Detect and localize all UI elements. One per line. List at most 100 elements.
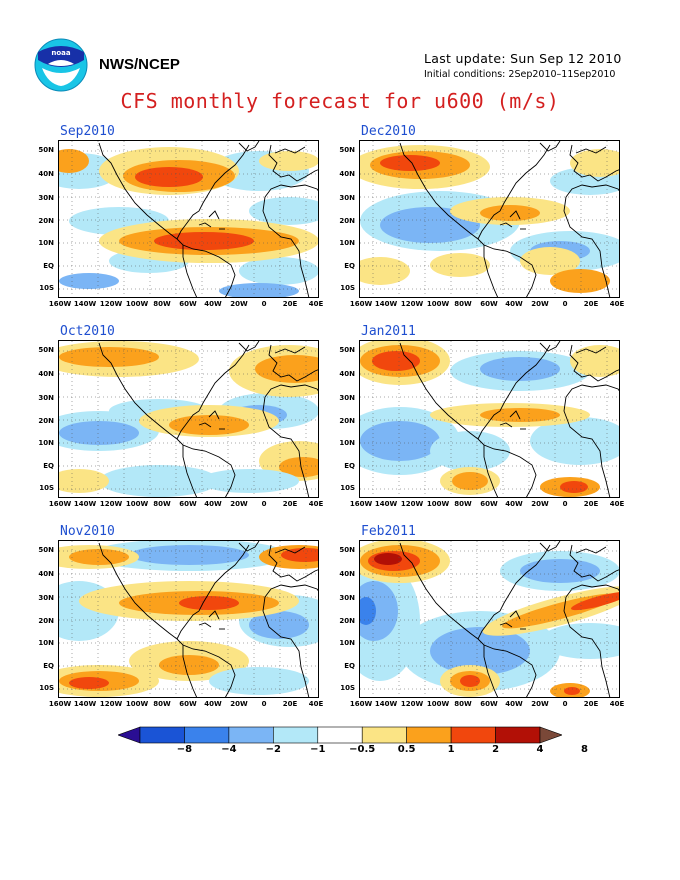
colorbar-box (273, 726, 319, 744)
latitude-label: 30N (38, 594, 54, 602)
longitude-label: 20W (230, 700, 248, 708)
longitude-label: 40W (505, 300, 523, 308)
forecast-map (359, 140, 620, 298)
longitude-label: 20E (282, 700, 298, 708)
panel-title: Jan2011 (361, 324, 416, 339)
latitude-label: 50N (38, 546, 54, 554)
longitude-label: 20W (531, 300, 549, 308)
page-title: CFS monthly forecast for u600 (m/s) (120, 89, 560, 113)
longitude-label: 60W (480, 300, 498, 308)
colorbar-label: 0.5 (397, 744, 416, 755)
colorbar-box (495, 726, 541, 744)
forecast-map (359, 340, 620, 498)
latitude-label: 20N (339, 617, 355, 625)
colorbar-label: −0.5 (349, 744, 376, 755)
coastlines (98, 141, 318, 297)
longitude-label: 140W (73, 300, 97, 308)
coastlines (98, 541, 318, 697)
longitude-label: 0 (261, 500, 267, 508)
longitude-label: 160W (349, 300, 373, 308)
anomaly-field (59, 147, 318, 297)
longitude-label: 20E (583, 500, 599, 508)
latitude-label: 30N (339, 194, 355, 202)
longitude-label: 140W (374, 700, 398, 708)
colorbar-box (317, 726, 363, 744)
longitude-label: 120W (99, 500, 123, 508)
latitude-label: 40N (38, 370, 54, 378)
initial-conditions-text: Initial conditions: 2Sep2010–11Sep2010 (424, 69, 616, 80)
colorbar-label: −1 (310, 744, 326, 755)
longitude-label: 20W (531, 700, 549, 708)
colorbar-extend-min (118, 726, 141, 744)
latitude-label: 30N (339, 594, 355, 602)
latitude-label: 10N (38, 239, 54, 247)
colorbar-box (139, 726, 185, 744)
longitude-label: 160W (349, 700, 373, 708)
latitude-label: 10S (39, 484, 54, 492)
latitude-label: EQ (43, 262, 54, 270)
forecast-map (359, 540, 620, 698)
latitude-label: EQ (43, 462, 54, 470)
longitude-label: 100W (125, 500, 149, 508)
longitude-label: 140W (374, 500, 398, 508)
latitude-label: 40N (339, 570, 355, 578)
longitude-label: 60W (179, 500, 197, 508)
panel-title: Sep2010 (60, 124, 115, 139)
longitude-label: 40W (204, 300, 222, 308)
colorbar-label: −8 (176, 744, 193, 755)
longitude-label: 80W (454, 700, 472, 708)
organization-label: NWS/NCEP (99, 56, 180, 73)
latitude-label: EQ (344, 262, 355, 270)
colorbar-label: −4 (221, 744, 237, 755)
longitude-label: 120W (400, 300, 424, 308)
longitude-label: 120W (99, 700, 123, 708)
longitude-label: 0 (562, 500, 568, 508)
panel-title: Feb2011 (361, 524, 416, 539)
latitude-label: EQ (344, 462, 355, 470)
latitude-label: 50N (38, 346, 54, 354)
panel-title: Oct2010 (60, 324, 115, 339)
longitude-label: 40W (505, 500, 523, 508)
anomaly-field (360, 145, 619, 293)
longitude-label: 160W (349, 500, 373, 508)
latitude-label: 10S (340, 484, 355, 492)
longitude-label: 0 (261, 700, 267, 708)
longitude-label: 120W (400, 500, 424, 508)
longitude-label: 40W (204, 500, 222, 508)
latitude-label: 30N (339, 394, 355, 402)
colorbar-label: 2 (492, 744, 500, 755)
latitude-label: 10N (339, 239, 355, 247)
latitude-label: 40N (38, 570, 54, 578)
latitude-label: 10N (339, 439, 355, 447)
colorbar (118, 726, 562, 744)
longitude-label: 120W (400, 700, 424, 708)
colorbar-box (361, 726, 407, 744)
coastlines (98, 341, 318, 497)
longitude-label: 140W (374, 300, 398, 308)
longitude-label: 40E (308, 500, 324, 508)
last-update-text: Last update: Sun Sep 12 2010 (424, 51, 622, 66)
longitude-label: 60W (480, 500, 498, 508)
longitude-label: 0 (562, 700, 568, 708)
latitude-label: 40N (38, 170, 54, 178)
latitude-label: 20N (339, 217, 355, 225)
forecast-map (58, 340, 319, 498)
latitude-label: 40N (339, 170, 355, 178)
longitude-label: 60W (480, 700, 498, 708)
anomaly-field (360, 541, 619, 697)
latitude-label: 20N (38, 417, 54, 425)
colorbar-box (184, 726, 230, 744)
longitude-label: 60W (179, 700, 197, 708)
longitude-label: 0 (562, 300, 568, 308)
noaa-logo: noaa (34, 38, 88, 92)
longitude-label: 100W (125, 300, 149, 308)
latitude-label: 10N (38, 639, 54, 647)
longitude-label: 20W (230, 500, 248, 508)
latitude-label: 10N (38, 439, 54, 447)
colorbar-label: −2 (265, 744, 281, 755)
colorbar-box (450, 726, 496, 744)
latitude-label: 50N (339, 146, 355, 154)
logo-text: noaa (51, 49, 71, 57)
latitude-label: 20N (38, 217, 54, 225)
longitude-label: 20W (230, 300, 248, 308)
